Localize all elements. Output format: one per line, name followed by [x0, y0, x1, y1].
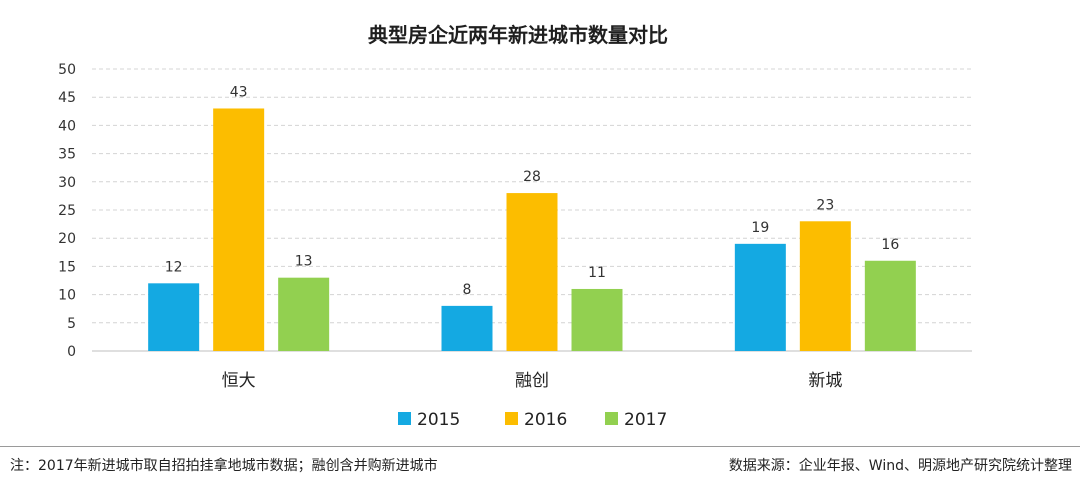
legend-swatch-2017 — [605, 412, 618, 425]
bar-2017-1 — [278, 277, 330, 351]
x-axis: 恒大 融创 新城 — [222, 371, 843, 391]
legend-label-2017: 2017 — [624, 410, 667, 430]
x-category-label: 恒大 — [222, 371, 256, 391]
y-tick-label: 15 — [58, 259, 76, 275]
legend: 2015 2016 2017 — [398, 410, 667, 430]
data-label: 19 — [751, 220, 769, 236]
x-category-label: 新城 — [808, 371, 842, 391]
data-label: 12 — [165, 259, 183, 275]
data-labels: 12 43 13 8 28 11 19 23 16 — [165, 84, 900, 297]
bar-2015-2 — [441, 305, 493, 351]
y-tick-label: 20 — [58, 231, 76, 247]
legend-swatch-2015 — [398, 412, 411, 425]
bar-2017-2 — [571, 288, 623, 351]
chart-title: 典型房企近两年新进城市数量对比 — [368, 23, 668, 47]
data-label: 43 — [230, 84, 248, 100]
y-tick-label: 45 — [58, 90, 76, 106]
footer-note: 注：2017年新进城市取自招拍挂拿地城市数据；融创含并购新进城市 — [10, 458, 438, 474]
y-tick-label: 5 — [67, 316, 76, 332]
y-tick-label: 0 — [67, 344, 76, 360]
bar-chart: 典型房企近两年新进城市数量对比 0 5 10 15 20 25 30 35 40 45 50 12 4… — [58, 23, 972, 430]
footer-source: 数据来源：企业年报、Wind、明源地产研究院统计整理 — [728, 458, 1072, 474]
data-label: 11 — [588, 265, 606, 281]
bars — [148, 108, 916, 351]
y-axis: 0 5 10 15 20 25 30 35 40 45 50 — [58, 62, 76, 360]
x-category-label: 融创 — [515, 371, 549, 391]
y-tick-label: 10 — [58, 288, 76, 304]
bar-2016-3 — [799, 221, 851, 351]
data-label: 16 — [881, 237, 899, 253]
data-label: 13 — [295, 254, 313, 270]
legend-label-2015: 2015 — [417, 410, 460, 430]
data-label: 28 — [523, 169, 541, 185]
data-label: 23 — [816, 197, 834, 213]
bar-2016-1 — [213, 108, 265, 351]
data-label: 8 — [463, 282, 472, 298]
bar-2015-1 — [148, 283, 200, 351]
bar-2017-3 — [864, 260, 916, 351]
footer-divider — [0, 446, 1080, 447]
bar-2016-2 — [506, 193, 558, 351]
bar-2015-3 — [734, 243, 786, 351]
y-tick-label: 35 — [58, 147, 76, 163]
legend-swatch-2016 — [505, 412, 518, 425]
legend-label-2016: 2016 — [524, 410, 567, 430]
y-tick-label: 25 — [58, 203, 76, 219]
y-tick-label: 50 — [58, 62, 76, 78]
y-tick-label: 40 — [58, 118, 76, 134]
y-tick-label: 30 — [58, 175, 76, 191]
